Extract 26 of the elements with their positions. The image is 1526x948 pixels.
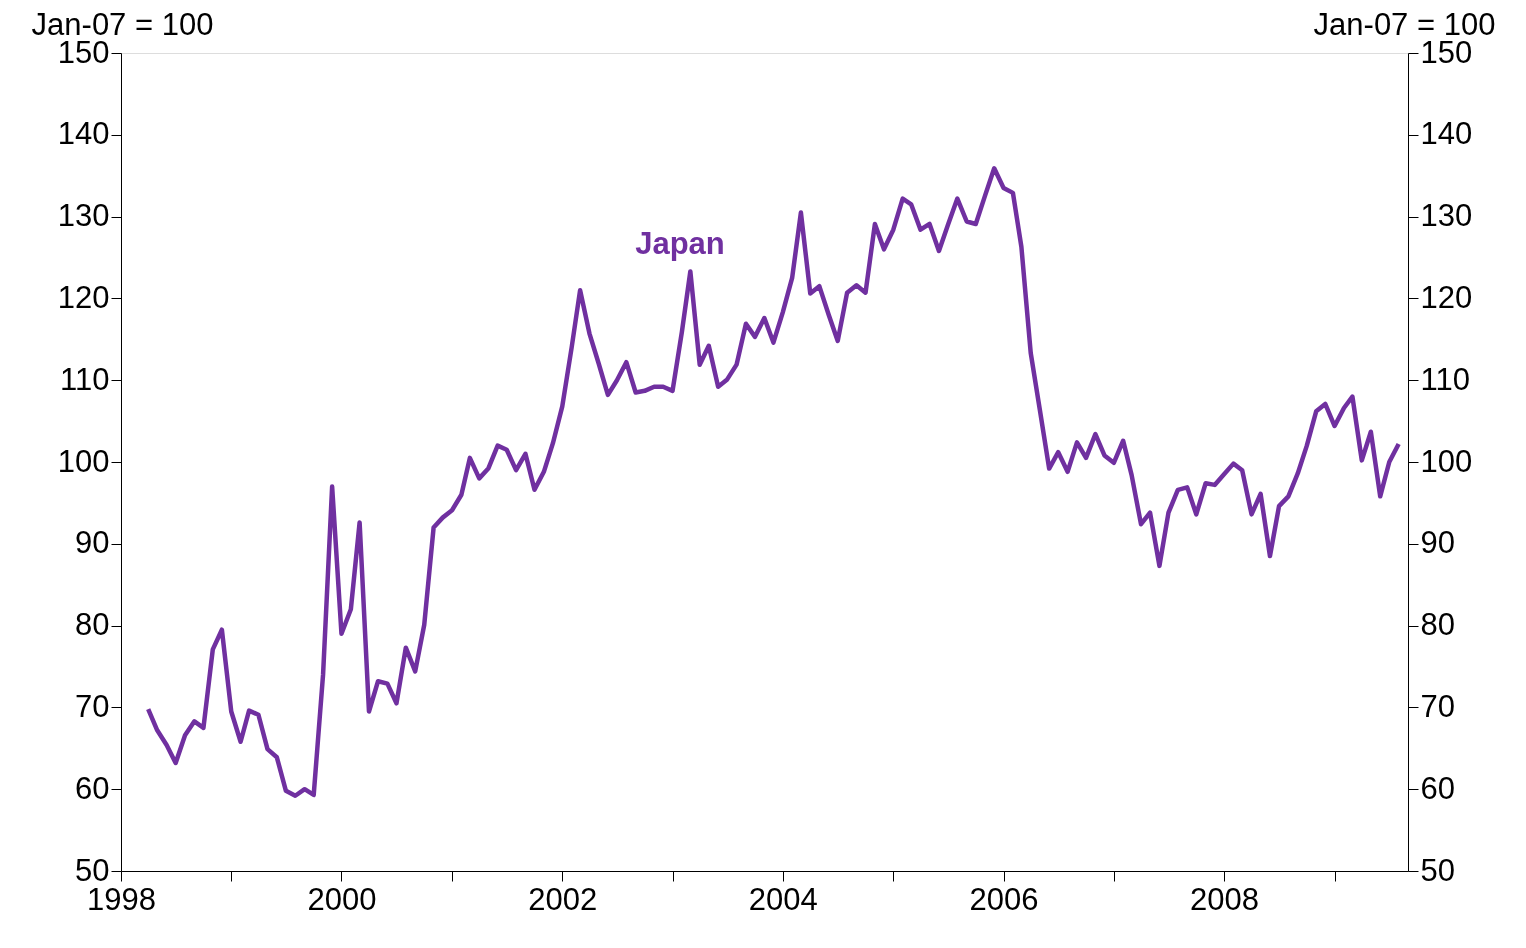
y-tick-label: 60	[75, 770, 110, 806]
y-tick-label: 130	[57, 198, 110, 234]
line-series	[145, 166, 1401, 798]
y2-tick-label: 90	[1420, 525, 1455, 561]
y2-tick-label: 80	[1420, 607, 1455, 643]
y2-tick-label: 120	[1420, 279, 1473, 315]
x-tick-label: 2004	[748, 881, 818, 917]
y-tick-label: 110	[60, 361, 110, 397]
y-tick-label: 80	[75, 607, 110, 643]
series-label: Japan	[635, 226, 725, 261]
x-tick-label: 2006	[969, 881, 1039, 917]
y2-tick-label: 110	[1420, 361, 1470, 397]
y-tick-label: 140	[57, 116, 110, 152]
x-tick-label: 2008	[1190, 881, 1260, 917]
x-tick-label: 2000	[307, 881, 377, 917]
x-tick-label: 2002	[528, 881, 598, 917]
y2-tick-label: 130	[1420, 198, 1473, 234]
y-tick-label: 120	[57, 279, 110, 315]
y-tick-label: 70	[75, 688, 110, 724]
y2-tick-label: 50	[1420, 852, 1455, 888]
y2-tick-label: 60	[1420, 770, 1455, 806]
y2-tick-label: 70	[1420, 688, 1455, 724]
y2-tick-label: 100	[1420, 443, 1473, 479]
y-tick-label: 90	[75, 525, 110, 561]
y-tick-label: 100	[57, 443, 110, 479]
y2-tick-label: 140	[1420, 116, 1473, 152]
